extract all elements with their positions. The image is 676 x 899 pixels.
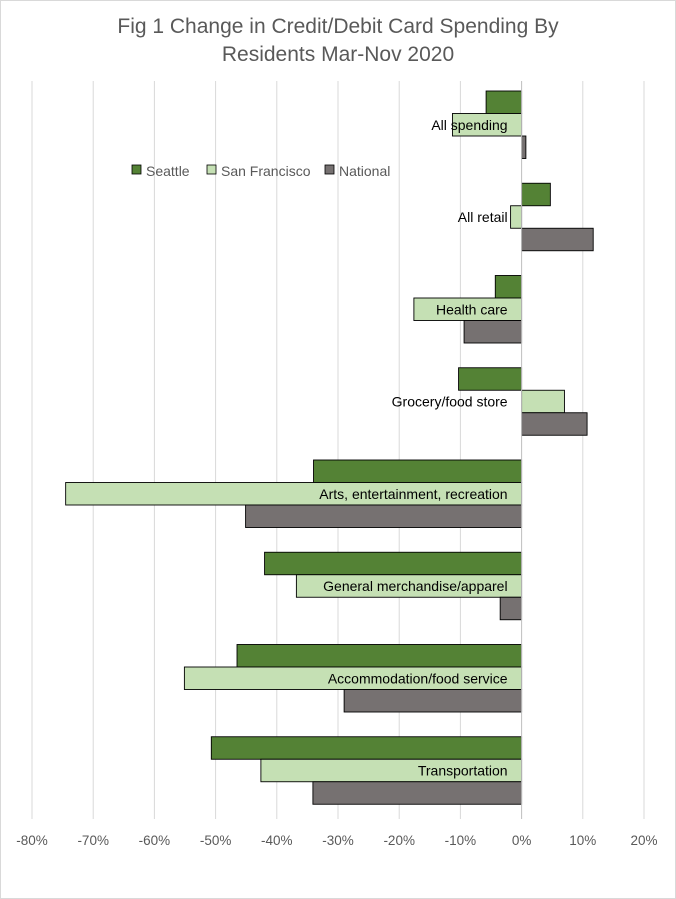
x-tick-label-1: -70% (77, 833, 109, 848)
bar-national-0 (521, 135, 527, 159)
category-label-0: All spending (431, 117, 507, 133)
bar-seattle-6 (236, 644, 523, 668)
bar-seattle-1 (521, 182, 551, 207)
legend: Seattle San Francisco National (131, 163, 390, 179)
legend-swatch-0 (131, 164, 142, 175)
bar-seattle-0 (485, 90, 523, 114)
x-tick-label-8: 0% (512, 833, 532, 848)
category-label-7: Transportation (418, 763, 508, 779)
bar-national-3 (521, 412, 588, 436)
x-tick-label-5: -30% (322, 833, 354, 848)
legend-label-1: San Francisco (221, 163, 311, 179)
category-label-6: Accommodation/food service (328, 670, 508, 686)
bar-seattle-4 (313, 459, 523, 483)
category-label-1: All retail (458, 209, 508, 225)
chart-title-line-1: Fig 1 Change in Credit/Debit Card Spendi… (117, 15, 559, 38)
bar-san-francisco-1 (510, 205, 523, 229)
bar-national-1 (521, 227, 594, 252)
bar-national-7 (312, 781, 523, 805)
bar-national-2 (463, 320, 523, 344)
bar-national-6 (343, 689, 523, 713)
category-label-4: Arts, entertainment, recreation (319, 486, 507, 502)
category-label-3: Grocery/food store (392, 394, 508, 410)
legend-label-2: National (339, 163, 390, 179)
x-tick-label-0: -80% (16, 833, 48, 848)
bar-seattle-7 (210, 736, 523, 760)
legend-swatch-2 (324, 164, 335, 175)
x-tick-label-7: -10% (445, 833, 477, 848)
bar-national-5 (499, 596, 523, 621)
bar-national-4 (245, 504, 523, 528)
legend-label-0: Seattle (146, 163, 190, 179)
x-tick-label-4: -40% (261, 833, 293, 848)
x-tick-label-10: 20% (630, 833, 657, 848)
x-tick-label-6: -20% (383, 833, 415, 848)
x-tick-label-3: -50% (200, 833, 232, 848)
bar-seattle-5 (264, 551, 523, 576)
chart-title-line-2: Residents Mar-Nov 2020 (221, 43, 455, 66)
x-tick-label-9: 10% (569, 833, 596, 848)
x-tick-label-2: -60% (139, 833, 171, 848)
category-label-2: Health care (436, 301, 508, 317)
legend-swatch-1 (206, 164, 217, 175)
bar-seattle-2 (494, 275, 523, 299)
bar-seattle-3 (458, 367, 523, 391)
category-label-5: General merchandise/apparel (323, 578, 507, 594)
bar-san-francisco-3 (521, 389, 565, 414)
chart-title: Fig 1 Change in Credit/Debit Card Spendi… (1, 13, 675, 69)
